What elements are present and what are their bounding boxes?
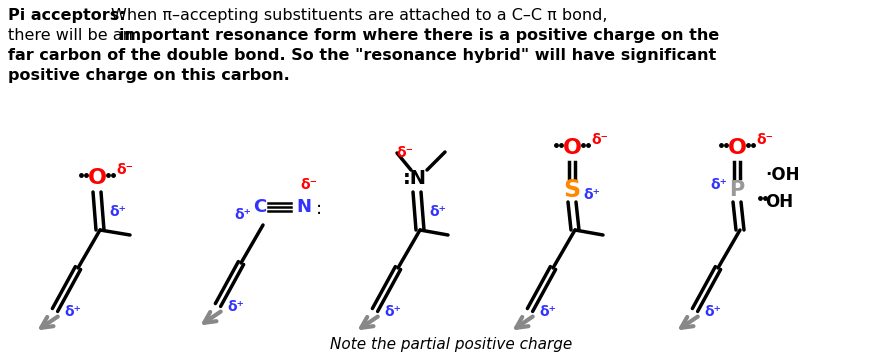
Text: δ⁻: δ⁻ (116, 163, 134, 177)
Text: δ⁻: δ⁻ (592, 133, 608, 147)
Text: δ⁺: δ⁺ (227, 300, 245, 314)
Text: δ⁺: δ⁺ (385, 305, 401, 319)
Text: δ⁺: δ⁺ (65, 305, 81, 319)
Text: O: O (563, 138, 581, 158)
Text: far carbon of the double bond. So the "resonance hybrid" will have significant: far carbon of the double bond. So the "r… (8, 48, 717, 63)
Text: δ⁺: δ⁺ (704, 305, 721, 319)
Text: δ⁺: δ⁺ (711, 178, 727, 192)
Text: OH: OH (765, 193, 793, 211)
Text: δ⁺: δ⁺ (429, 205, 447, 219)
Text: N: N (296, 198, 311, 216)
Text: ·OH: ·OH (765, 166, 800, 184)
Text: O: O (87, 168, 107, 188)
Text: O: O (727, 138, 746, 158)
Text: δ⁻: δ⁻ (397, 146, 413, 160)
Text: δ⁻: δ⁻ (301, 178, 317, 192)
Text: δ⁺: δ⁺ (109, 205, 127, 219)
Text: δ⁺: δ⁺ (584, 188, 600, 202)
Text: δ⁺: δ⁺ (539, 305, 557, 319)
Text: P: P (730, 180, 745, 200)
Text: Pi acceptors:: Pi acceptors: (8, 8, 126, 23)
Text: positive charge on this carbon.: positive charge on this carbon. (8, 68, 290, 83)
Text: :N: :N (403, 168, 427, 188)
Text: S: S (564, 178, 580, 202)
Text: δ⁺: δ⁺ (234, 208, 252, 222)
Text: δ⁻: δ⁻ (757, 133, 773, 147)
Text: Note the partial positive charge: Note the partial positive charge (330, 337, 572, 353)
Text: important resonance form where there is a positive charge on the: important resonance form where there is … (119, 28, 719, 43)
Text: When π–accepting substituents are attached to a C–C π bond,: When π–accepting substituents are attach… (111, 8, 607, 23)
Text: there will be an: there will be an (8, 28, 138, 43)
Text: C: C (253, 198, 267, 216)
Text: :: : (316, 200, 322, 218)
